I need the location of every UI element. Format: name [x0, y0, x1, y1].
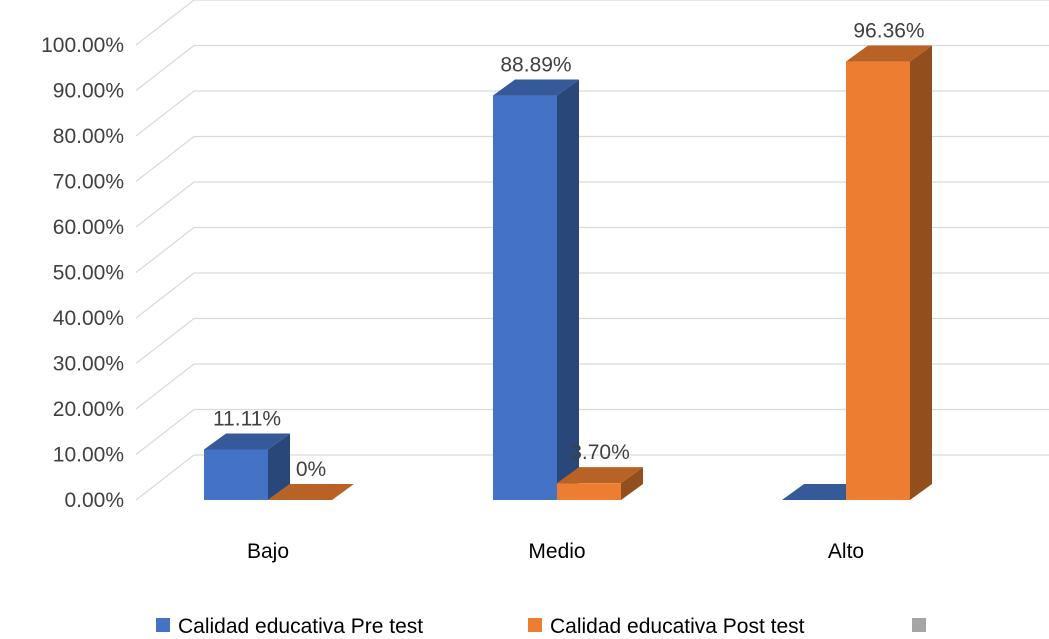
gridline [135, 135, 1049, 182]
x-axis-categories: Bajo Medio Alto [247, 540, 864, 563]
data-labels: 11.11% 0% 88.89% 3.70% 96.36% [213, 20, 925, 481]
y-tick-label: 30.00% [53, 353, 124, 376]
bars [204, 45, 932, 500]
bar-top [846, 45, 932, 62]
y-tick-label: 60.00% [53, 216, 124, 239]
legend-item [912, 618, 926, 632]
legend-swatch [156, 618, 170, 632]
bar [846, 45, 932, 500]
legend-swatch [528, 618, 542, 632]
legend-label: Calidad educativa Pre test [178, 615, 423, 638]
gridline [135, 90, 1049, 137]
legend-item: Calidad educativa Post test [528, 615, 805, 638]
gridlines [135, 0, 1049, 501]
x-category-label: Medio [528, 540, 585, 563]
bar [557, 467, 643, 500]
gridline [135, 181, 1049, 228]
bar [268, 484, 354, 500]
bar-top [493, 79, 579, 96]
y-tick-label: 10.00% [53, 444, 124, 467]
legend-label: Calidad educativa Post test [550, 615, 805, 638]
gridline [135, 408, 1049, 455]
gridline [135, 0, 1049, 46]
data-label: 96.36% [853, 20, 924, 43]
y-tick-label: 0.00% [64, 489, 124, 512]
bar [493, 79, 579, 500]
bar-side [621, 467, 643, 500]
bar-front [557, 483, 621, 500]
legend-swatch [912, 618, 926, 632]
y-tick-label: 90.00% [53, 80, 124, 103]
gridline [135, 226, 1049, 273]
bar-top [268, 484, 354, 500]
bar-top [204, 433, 290, 450]
data-label: 11.11% [213, 407, 281, 430]
legend: Calidad educativa Pre test Calidad educat… [156, 615, 926, 638]
bar-side [910, 45, 932, 500]
x-category-label: Bajo [247, 540, 289, 563]
y-tick-label: 100.00% [41, 34, 124, 57]
y-tick-label: 80.00% [53, 125, 124, 148]
bar-front [204, 449, 268, 500]
y-tick-label: 40.00% [53, 307, 124, 330]
bar-side [268, 433, 290, 500]
bar-front [493, 95, 557, 500]
y-tick-label: 20.00% [53, 398, 124, 421]
bar-side [557, 79, 579, 500]
legend-item: Calidad educativa Pre test [156, 615, 423, 638]
data-label: 88.89% [500, 54, 571, 77]
data-label: 0% [296, 458, 326, 481]
y-axis-ticks: 0.00% 10.00% 20.00% 30.00% 40.00% 50.00% 60.00… [41, 34, 124, 512]
gridline [135, 363, 1049, 410]
gridline [135, 454, 1049, 501]
gridline [135, 272, 1049, 319]
bar-top [557, 467, 643, 484]
y-tick-label: 50.00% [53, 262, 124, 285]
bar [204, 433, 290, 500]
data-label: 3.70% [570, 441, 630, 464]
gridline [135, 44, 1049, 91]
y-tick-label: 70.00% [53, 171, 124, 194]
gridline [135, 317, 1049, 364]
x-category-label: Alto [828, 540, 864, 563]
bar-front [846, 61, 910, 500]
